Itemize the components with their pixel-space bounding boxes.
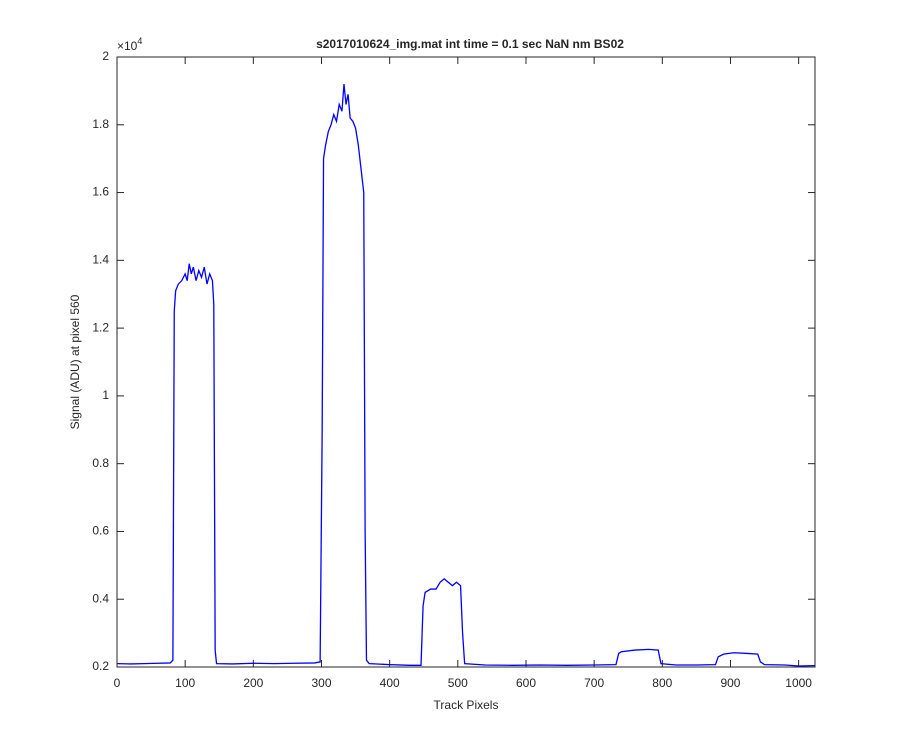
- axes-box: [116, 56, 816, 668]
- x-tick-label: 1000: [785, 676, 812, 690]
- x-tick-label: 700: [584, 676, 604, 690]
- y-tick-label: 0.2: [92, 659, 109, 673]
- y-tick-label: 1.8: [92, 117, 109, 131]
- plot-area: [117, 57, 815, 667]
- x-tick-label: 900: [720, 676, 740, 690]
- x-tick-label: 0: [114, 676, 121, 690]
- x-tick-label: 800: [652, 676, 672, 690]
- y-tick-label: 1.4: [92, 253, 109, 267]
- y-multiplier-base: ×10: [117, 39, 138, 53]
- x-tick-label: 400: [380, 676, 400, 690]
- chart-title: s2017010624_img.mat int time = 0.1 sec N…: [316, 37, 624, 51]
- y-multiplier-exponent: 4: [137, 36, 142, 46]
- x-tick-label: 100: [175, 676, 195, 690]
- x-tick-label: 600: [516, 676, 536, 690]
- y-tick-label: 2: [102, 49, 109, 63]
- y-tick-label: 1.2: [92, 320, 109, 334]
- x-tick-label: 500: [448, 676, 468, 690]
- data-line: [116, 84, 816, 667]
- y-tick-label: 0.4: [92, 591, 109, 605]
- y-axis-label: Signal (ADU) at pixel 560: [68, 294, 82, 429]
- x-tick-label: 200: [243, 676, 263, 690]
- y-tick-label: 0.8: [92, 456, 109, 470]
- x-tick-label: 300: [311, 676, 331, 690]
- x-axis-label: Track Pixels: [434, 698, 499, 712]
- y-tick-label: 1: [102, 388, 109, 402]
- y-tick-label: 0.6: [92, 524, 109, 538]
- y-multiplier: ×104: [117, 36, 142, 53]
- y-tick-label: 1.6: [92, 185, 109, 199]
